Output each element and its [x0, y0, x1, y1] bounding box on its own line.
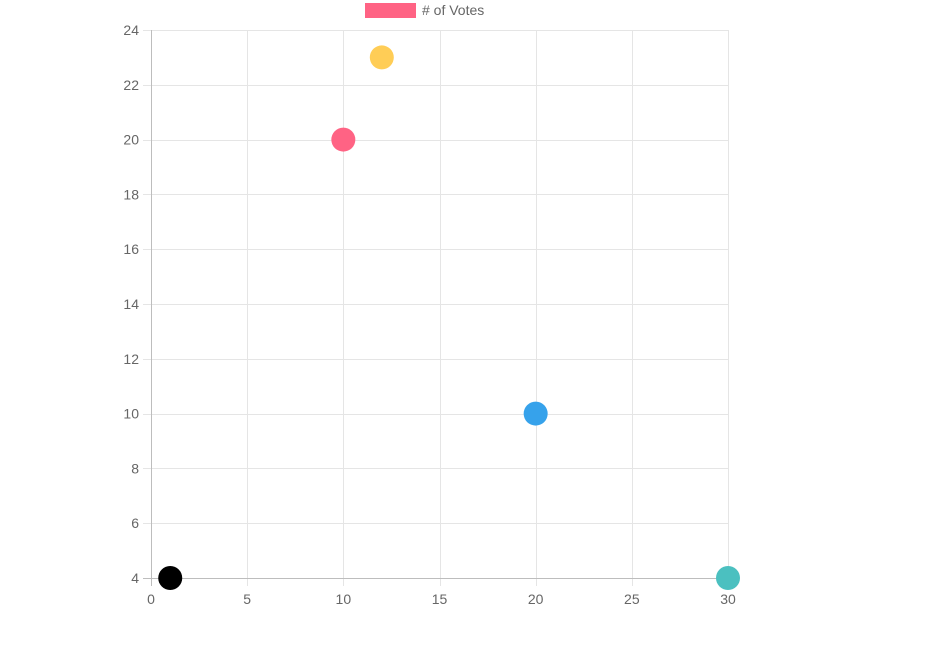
y-tick-label: 6	[131, 515, 139, 531]
x-tick-label: 0	[147, 591, 155, 607]
y-tick-label: 4	[131, 570, 139, 586]
data-point[interactable]	[523, 401, 548, 426]
y-tick-label: 12	[123, 351, 139, 367]
y-tick-label: 14	[123, 296, 139, 312]
data-points	[158, 45, 740, 590]
grid	[143, 30, 729, 586]
data-point[interactable]	[369, 45, 394, 70]
tick-labels: 0 5 10 15 20 25 30 4 6 8 10 12 14 16 18 20 22 24	[123, 22, 736, 607]
y-tick-label: 8	[131, 460, 139, 476]
legend-swatch[interactable]	[365, 3, 416, 18]
y-tick-label: 16	[123, 241, 139, 257]
x-tick-label: 10	[336, 591, 352, 607]
y-tick-label: 22	[123, 77, 139, 93]
x-tick-label: 20	[528, 591, 544, 607]
x-tick-label: 5	[243, 591, 251, 607]
data-point[interactable]	[331, 127, 356, 152]
y-tick-label: 10	[123, 406, 139, 422]
axes	[143, 30, 728, 586]
data-point[interactable]	[158, 566, 183, 590]
data-point[interactable]	[716, 566, 740, 590]
x-tick-label: 15	[432, 591, 448, 607]
x-tick-label: 30	[720, 591, 736, 607]
y-tick-label: 18	[123, 186, 139, 202]
y-tick-label: 24	[123, 22, 139, 38]
legend-label[interactable]: # of Votes	[422, 2, 484, 18]
y-tick-label: 20	[123, 132, 139, 148]
x-tick-label: 25	[624, 591, 640, 607]
legend[interactable]: # of Votes	[365, 2, 484, 18]
